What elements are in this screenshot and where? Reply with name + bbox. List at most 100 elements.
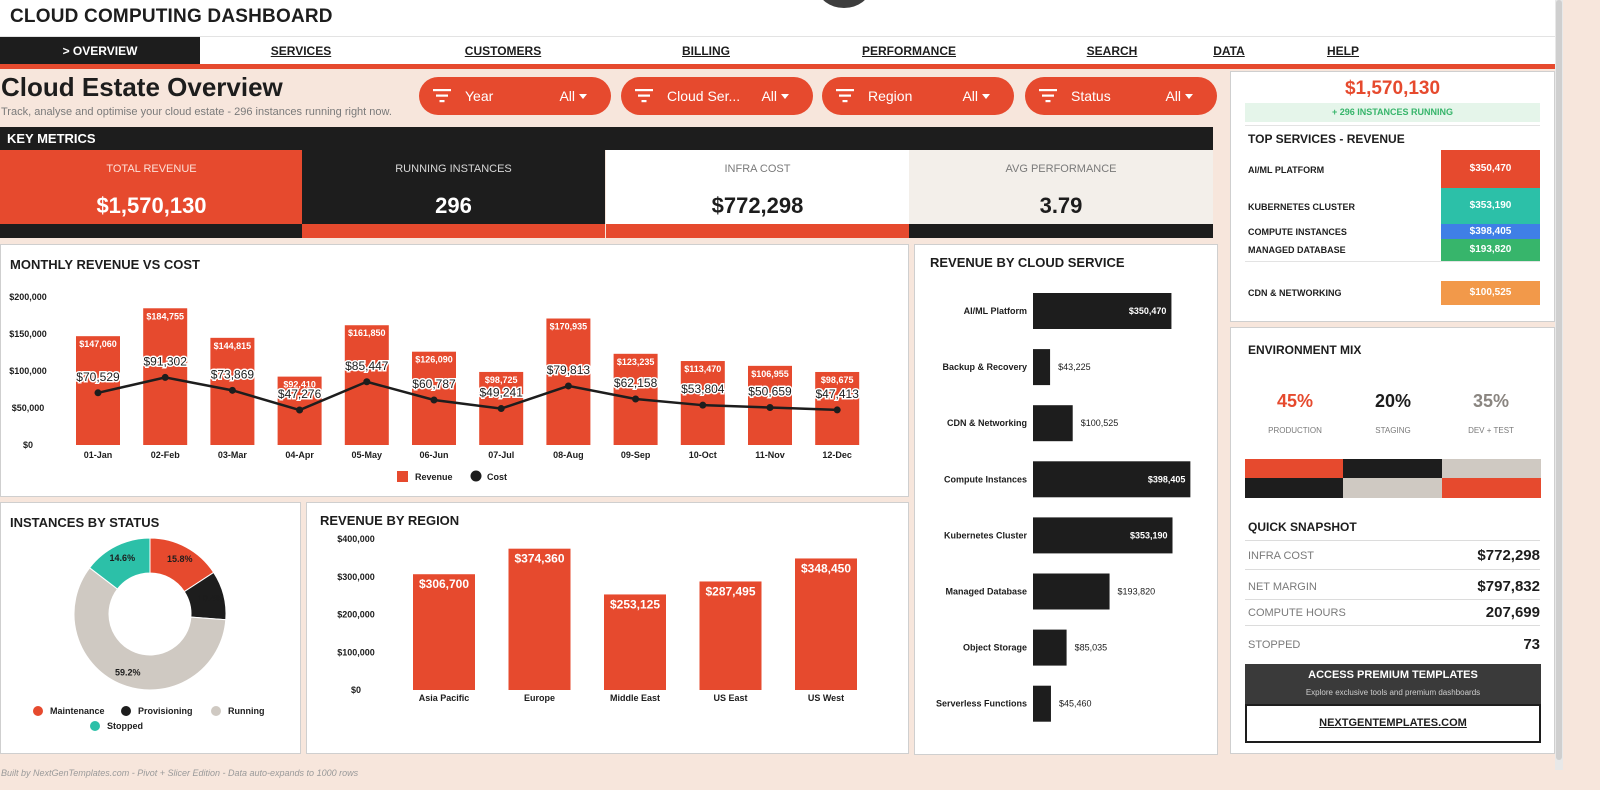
- nav-billing[interactable]: BILLING: [682, 44, 730, 58]
- nav-help[interactable]: HELP: [1326, 44, 1360, 58]
- snapshot-compute-hours-value: 207,699: [1485, 604, 1540, 621]
- snapshot-stopped-value: 73: [1523, 636, 1540, 653]
- y-tick-label: $300,000: [337, 572, 375, 582]
- region-bar: [604, 594, 666, 690]
- scrollbar-thumb[interactable]: [1556, 0, 1562, 760]
- revenue-bar-label: $144,815: [214, 341, 252, 351]
- chevron-down-icon: [1185, 94, 1193, 99]
- legend-swatch: [121, 706, 131, 716]
- revenue-bar-label: $98,675: [821, 375, 854, 385]
- filter-region-label: Region: [868, 88, 913, 104]
- env-devtest-label: DEV + TEST: [1468, 426, 1514, 435]
- cost-point-label: $70,529: [76, 370, 120, 384]
- nav-bar: > OVERVIEW SERVICES CUSTOMERS BILLING PE…: [0, 36, 1555, 65]
- top-services-title: TOP SERVICES - REVENUE: [1248, 132, 1405, 146]
- promo-subtitle: Explore exclusive tools and premium dash…: [1305, 688, 1481, 697]
- revenue-bar-label: $92,410: [283, 380, 316, 390]
- cost-point: [94, 389, 102, 397]
- cost-point: [564, 382, 572, 390]
- x-tick-label: US East: [713, 693, 747, 703]
- legend-swatch: [211, 706, 221, 716]
- nav-divider: [0, 64, 1555, 69]
- top-service-value: $193,820: [1441, 239, 1540, 261]
- cost-point-label: $53,804: [681, 382, 725, 396]
- nav-overview[interactable]: > OVERVIEW: [0, 37, 200, 65]
- filter-region-value: All: [962, 88, 978, 104]
- cost-point: [161, 373, 169, 381]
- y-tick-label: $50,000: [12, 403, 45, 413]
- x-tick-label: 08-Aug: [553, 450, 584, 460]
- x-tick-label: 03-Mar: [218, 450, 248, 460]
- status-panel: INSTANCES BY STATUS 15.8% 10.4% 59.2% 14.6%…: [0, 502, 301, 754]
- cost-point: [363, 378, 371, 386]
- snapshot-title: QUICK SNAPSHOT: [1248, 520, 1357, 534]
- kpi-avg-performance: AVG PERFORMANCE 3.79: [909, 150, 1213, 238]
- revenue-bar-label: $113,470: [684, 364, 721, 374]
- top-service-value: $398,405: [1441, 224, 1540, 239]
- service-chart-title: REVENUE BY CLOUD SERVICE: [930, 255, 1125, 270]
- monthly-revenue-panel: MONTHLY REVENUE VS COST $200,000 $150,000…: [0, 244, 909, 497]
- y-tick-label: $150,000: [9, 329, 47, 339]
- y-tick-label: Backup & Recovery: [942, 362, 1027, 372]
- region-bar: [413, 574, 475, 690]
- env-staging-pct: 20%: [1374, 391, 1412, 411]
- nav-search[interactable]: SEARCH: [1086, 44, 1138, 58]
- avatar[interactable]: [818, 0, 870, 8]
- legend-cost-label: Cost: [487, 472, 507, 482]
- cost-point-label: $47,276: [278, 387, 322, 401]
- filter-year[interactable]: Year All: [419, 77, 611, 115]
- legend-swatch: [90, 721, 100, 731]
- legend-revenue-label: Revenue: [415, 472, 453, 482]
- y-tick-label: $200,000: [337, 610, 375, 620]
- env-tile: [1245, 459, 1343, 478]
- filter-region[interactable]: Region All: [822, 77, 1014, 115]
- x-tick-label: Middle East: [610, 693, 660, 703]
- x-tick-label: 04-Apr: [285, 450, 314, 460]
- kpi-value: $772,298: [711, 193, 804, 218]
- env-devtest-pct: 35%: [1472, 391, 1510, 411]
- service-bar-label: $193,820: [1118, 587, 1156, 597]
- nav-performance[interactable]: PERFORMANCE: [861, 44, 957, 58]
- cost-point-label: $79,813: [547, 363, 591, 377]
- nav-customers[interactable]: CUSTOMERS: [464, 44, 542, 58]
- filter-status-value: All: [1165, 88, 1181, 104]
- cost-point: [766, 404, 774, 412]
- status-slice-label: 10.4%: [198, 593, 224, 603]
- y-tick-label: Object Storage: [963, 643, 1027, 653]
- top-service-label: MANAGED DATABASE: [1248, 245, 1346, 255]
- promo-link[interactable]: NEXTGENTEMPLATES.COM: [1245, 704, 1541, 743]
- cost-point-label: $85,447: [345, 359, 389, 373]
- region-bar-label: $253,125: [610, 597, 660, 611]
- service-bar-label: $350,470: [1129, 306, 1167, 316]
- filter-cloud-service[interactable]: Cloud Ser... All: [621, 77, 813, 115]
- legend-revenue-swatch: [397, 471, 408, 482]
- revenue-bar-label: $184,755: [146, 311, 184, 321]
- cost-point-label: $47,413: [816, 387, 860, 401]
- top-service-value: $350,470: [1441, 150, 1540, 188]
- divider: [1245, 125, 1540, 126]
- legend-label: Stopped: [107, 721, 143, 731]
- revenue-bar-label: $106,955: [751, 369, 789, 379]
- environment-title: ENVIRONMENT MIX: [1248, 343, 1362, 357]
- filter-year-value: All: [559, 88, 575, 104]
- top-services-panel: $1,570,130 + 296 INSTANCES RUNNING TOP S…: [1230, 71, 1555, 322]
- service-bar: [1033, 405, 1073, 442]
- kpi-total-revenue: TOTAL REVENUE $1,570,130: [0, 150, 303, 238]
- cost-line: [97, 376, 838, 412]
- status-chart-title: INSTANCES BY STATUS: [10, 515, 160, 530]
- env-tile: [1343, 478, 1442, 498]
- region-panel: REVENUE BY REGION $400,000 $300,000 $200,0…: [306, 502, 909, 754]
- nav-services[interactable]: SERVICES: [270, 44, 332, 58]
- env-tile: [1442, 478, 1541, 498]
- revenue-bar-label: $126,090: [415, 355, 453, 365]
- region-bar-label: $306,700: [419, 577, 469, 591]
- filter-status[interactable]: Status All: [1025, 77, 1217, 115]
- service-bar: [1033, 685, 1051, 722]
- nav-data[interactable]: DATA: [1213, 44, 1245, 58]
- filter-status-label: Status: [1071, 88, 1111, 104]
- legend-label: Running: [228, 706, 265, 716]
- promo-banner[interactable]: ACCESS PREMIUM TEMPLATES Explore exclusi…: [1245, 664, 1541, 704]
- y-tick-label: $200,000: [9, 292, 47, 302]
- status-slice: [88, 537, 151, 590]
- status-slice-label: 14.6%: [110, 553, 136, 563]
